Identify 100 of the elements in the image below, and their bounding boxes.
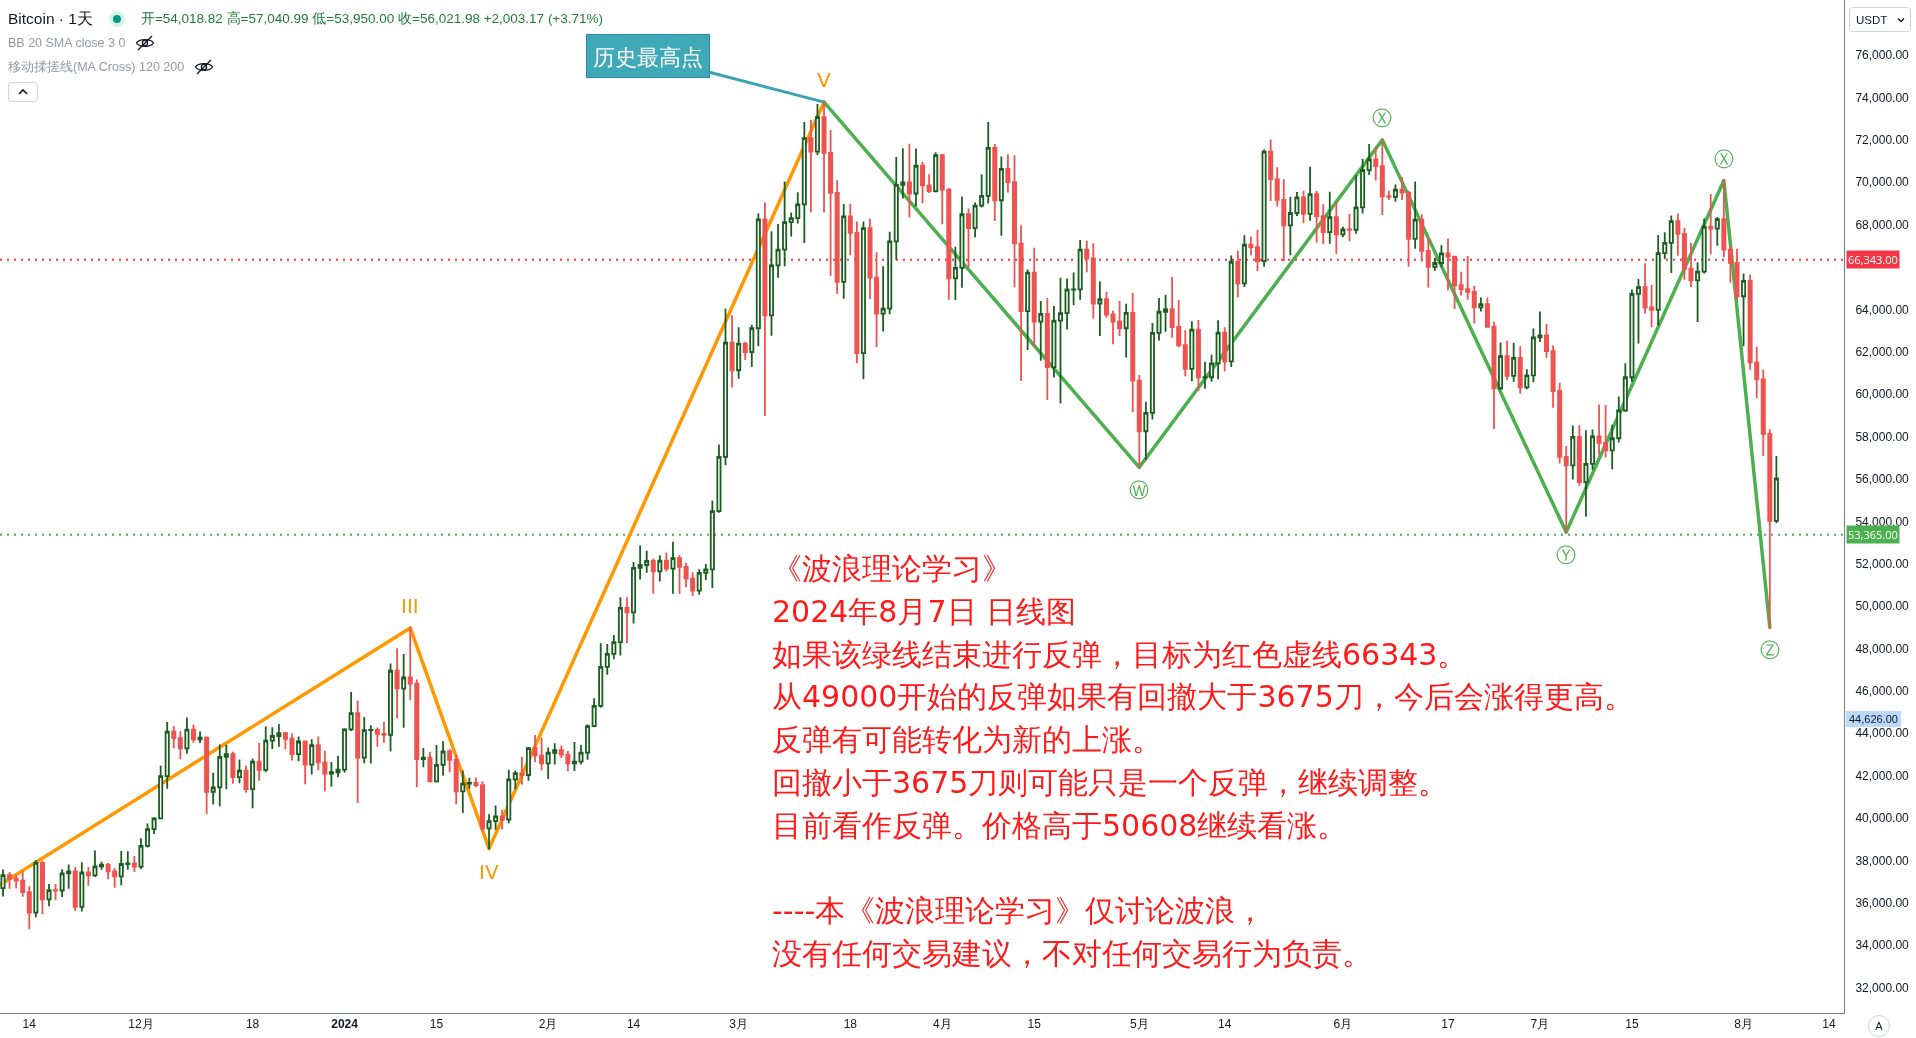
candlestick — [289, 733, 295, 761]
candlestick — [348, 692, 354, 731]
candlestick — [1517, 346, 1523, 394]
candlestick — [525, 746, 531, 781]
candlestick — [1018, 225, 1024, 382]
candlestick — [834, 180, 840, 294]
candlestick — [1084, 240, 1090, 273]
y-tick-label: 32,000.00 — [1855, 980, 1910, 995]
candlestick — [171, 726, 177, 749]
x-tick-label: 5月 — [1129, 1017, 1149, 1032]
data-label: Ⓧ — [1372, 106, 1392, 130]
candlestick — [1261, 149, 1267, 267]
candlestick — [742, 341, 748, 360]
candlestick — [466, 777, 472, 789]
y-tick-label: 44,000.00 — [1855, 726, 1910, 741]
candlestick — [1576, 425, 1582, 486]
candlestick — [1228, 255, 1234, 368]
candlestick — [1057, 277, 1063, 404]
candlestick — [309, 739, 315, 775]
candlestick — [92, 850, 98, 877]
ref-line-label: 66,343.00 — [1848, 252, 1898, 267]
y-tick-label: 62,000.00 — [1855, 344, 1910, 359]
candlestick — [1255, 230, 1261, 271]
annotation: 2024年8月7日 日线图 — [772, 592, 1077, 631]
candlestick — [164, 721, 170, 789]
candlestick — [631, 561, 637, 624]
candlestick — [1392, 184, 1398, 202]
candlestick — [1340, 226, 1346, 238]
candlestick — [1123, 303, 1129, 358]
candlestick — [1202, 361, 1208, 389]
dropdown-box: USDT — [1849, 7, 1911, 32]
y-tick-label: 50,000.00 — [1855, 599, 1910, 614]
candlestick — [53, 883, 59, 900]
x-tick-label: 14 — [1218, 1017, 1232, 1032]
candlestick — [860, 221, 866, 379]
candlestick — [296, 736, 302, 762]
candlestick — [1583, 430, 1589, 517]
y-axis-title: USDT — [1856, 13, 1888, 26]
candlestick — [1708, 194, 1714, 255]
data-label: V — [817, 68, 831, 92]
candlestick — [992, 144, 998, 222]
y-tick-label: 36,000.00 — [1855, 896, 1910, 910]
candlestick — [1136, 375, 1142, 469]
candlestick — [801, 122, 807, 243]
candlestick — [236, 759, 242, 784]
candlestick — [966, 208, 972, 268]
candlestick — [1412, 181, 1418, 249]
candlestick — [1130, 293, 1136, 413]
candlestick — [1373, 146, 1379, 181]
candlestick — [1327, 191, 1333, 244]
candlestick — [138, 838, 144, 870]
candlestick — [768, 231, 774, 336]
candlestick — [1189, 321, 1195, 382]
candlestick — [1044, 297, 1050, 400]
candlestick — [519, 756, 525, 785]
candlestick — [39, 861, 45, 915]
candlestick — [1688, 242, 1694, 287]
candlestick — [1511, 342, 1517, 382]
candlestick — [1077, 240, 1083, 300]
candlestick — [440, 741, 446, 776]
candlestick — [1366, 144, 1372, 176]
data-label: Ⓧ — [1714, 147, 1734, 171]
candlestick — [1701, 218, 1707, 274]
candlestick — [670, 541, 676, 594]
candlestick — [755, 213, 761, 347]
candlestick — [1471, 285, 1477, 324]
candlestick — [1038, 300, 1044, 361]
candlestick — [933, 152, 939, 193]
y-tick-label: 52,000.00 — [1855, 556, 1910, 571]
annotation: 《波浪理论学习》 — [772, 550, 1012, 588]
candlestick — [184, 717, 190, 754]
y-tick-label: 74,000.00 — [1855, 90, 1910, 105]
candlestick — [447, 749, 453, 773]
candlestick — [926, 174, 932, 193]
candlestick — [204, 736, 210, 815]
y-tick-label: 72,000.00 — [1855, 133, 1910, 148]
candlestick — [1215, 320, 1221, 380]
candlestick — [26, 886, 32, 930]
candlestick — [46, 883, 52, 907]
candlestick — [243, 765, 249, 793]
candlestick — [1031, 247, 1037, 347]
candlestick — [1563, 446, 1569, 534]
candlestick — [1478, 297, 1484, 312]
annotation: 没有任何交易建议，不对任何交易行为负责。 — [772, 935, 1372, 974]
x-tick-label: 17 — [1441, 1017, 1455, 1032]
x-tick-label: 15 — [429, 1017, 444, 1032]
candlestick — [1011, 155, 1018, 288]
candlestick — [1143, 401, 1149, 460]
data-label: IV — [479, 860, 499, 884]
candlestick — [1635, 279, 1641, 344]
y-tick-label: 42,000.00 — [1855, 768, 1910, 783]
candlestick — [342, 728, 348, 773]
candlestick — [263, 726, 269, 773]
candlestick — [473, 777, 479, 788]
candlestick — [506, 769, 512, 824]
annotation: ----本《波浪理论学习》仅讨论波浪， — [772, 892, 1266, 931]
candlestick — [913, 148, 919, 207]
candlestick — [814, 104, 820, 155]
candlestick — [99, 861, 105, 870]
candlestick — [420, 748, 426, 768]
